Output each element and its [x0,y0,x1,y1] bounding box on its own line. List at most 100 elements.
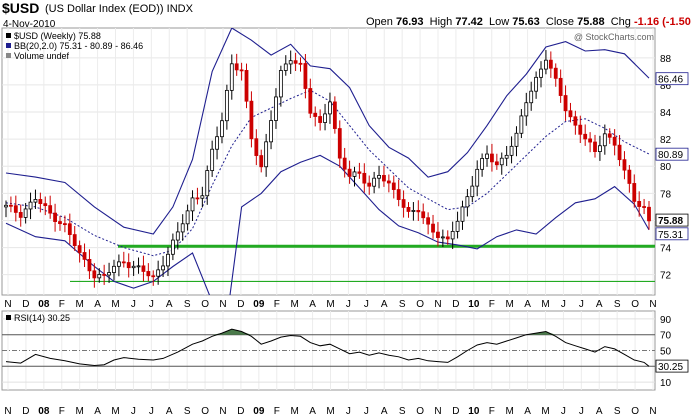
candle-body [102,274,107,276]
rsi-x-tick-label: N [219,406,226,417]
volume-legend-swatch [6,53,11,58]
candle-body [382,175,386,182]
candle-body [166,253,170,267]
rsi-x-tick-label: O [416,406,424,417]
bb-upper-tag: 86.46 [658,75,683,86]
candle-body [509,145,514,156]
rsi-x-tick-label: A [166,406,173,417]
candle-body [445,236,450,240]
candle-body [499,157,504,166]
candle-body [224,89,229,122]
candle-body [460,206,465,222]
candle-body [431,223,435,233]
x-tick-label: S [184,299,191,310]
candle-body [563,95,568,112]
price-y-tick-label: 84 [660,108,672,119]
candle-body [622,159,627,171]
candle-body [97,274,102,279]
x-tick-label: F [489,299,495,310]
candle-body [18,212,23,218]
candle-body [121,261,126,264]
rsi-x-tick-label: M [111,406,119,417]
candle-body [607,133,612,138]
candle-body [553,67,558,79]
bb-lower-tag-box [655,227,689,241]
candle-body [67,223,72,235]
rsi-y-tick-label: 90 [660,315,672,326]
rsi-x-tick-label: M [541,406,549,417]
candle-body [593,141,597,152]
candle-body [293,60,298,64]
candle-body [288,60,293,65]
candle-body [107,272,111,276]
candle-body [9,204,13,207]
rsi-y-tick-label: 50 [660,347,672,358]
candle-body [539,68,543,78]
candle-body [406,207,411,212]
bb-upper-line [5,28,650,235]
candle-body [72,234,77,246]
candle-body [534,76,539,92]
x-tick-label: J [364,299,369,310]
candle-body [318,116,323,123]
rsi-x-tick-label: A [596,406,603,417]
candle-body [220,120,224,138]
candle-body [632,183,637,202]
x-tick-label: S [614,299,621,310]
change-value: -1.16 (-1.50%) [633,16,691,28]
candle-body [205,170,210,197]
rsi-x-tick-label: O [631,406,639,417]
candle-body [440,236,445,239]
rsi-legend-label: RSI(14) 30.25 [14,313,70,323]
x-tick-label: A [94,299,101,310]
candle-body [87,258,92,272]
rsi-x-tick-label: D [22,406,29,417]
candle-body [249,100,254,140]
candle-body [274,96,278,121]
candle-body [504,154,509,159]
candle-body [544,59,548,70]
x-tick-label: 09 [253,299,265,310]
x-tick-label: N [219,299,226,310]
candle-body [386,180,391,184]
x-tick-label: O [416,299,424,310]
x-tick-label: M [75,299,83,310]
rsi-x-tick-label: F [489,406,495,417]
candle-body [38,199,43,205]
index-name: (US Dollar Index (EOD)) INDX [45,3,193,15]
bb-mid-tag: 80.89 [658,150,683,161]
x-tick-label: M [541,299,549,310]
candle-body [195,197,200,200]
volume-legend-label: Volume undef [14,51,70,61]
candle-body [77,245,82,253]
symbol: $USD [2,0,40,16]
x-tick-label: F [59,299,65,310]
rsi-x-tick-label: M [326,406,334,417]
quote-date: 4-Nov-2010 [3,19,56,30]
price-y-tick-label: 86 [660,81,672,92]
candle-body [362,172,367,184]
x-tick-label: N [4,299,11,310]
x-tick-label: J [131,299,136,310]
candle-body [357,171,362,174]
candle-body [323,113,327,123]
candle-body [278,70,283,98]
candle-body [239,69,244,72]
x-tick-label: M [326,299,334,310]
candle-body [190,197,195,212]
candle-body [63,223,67,226]
candle-body [411,210,416,212]
x-tick-label: O [631,299,639,310]
quote-summary: Open 76.93 High 77.42 Low 75.63 Close 75… [366,16,691,28]
x-tick-label: O [201,299,209,310]
candle-body [436,231,440,238]
rsi-x-tick-label: N [649,406,656,417]
candle-body [401,199,406,208]
candle-body [617,144,622,161]
rsi-y-tick-label: 70 [660,331,672,342]
price-y-tick-label: 74 [660,244,672,255]
candle-body [82,252,87,260]
candle-body [13,205,18,213]
candle-body [529,90,534,104]
